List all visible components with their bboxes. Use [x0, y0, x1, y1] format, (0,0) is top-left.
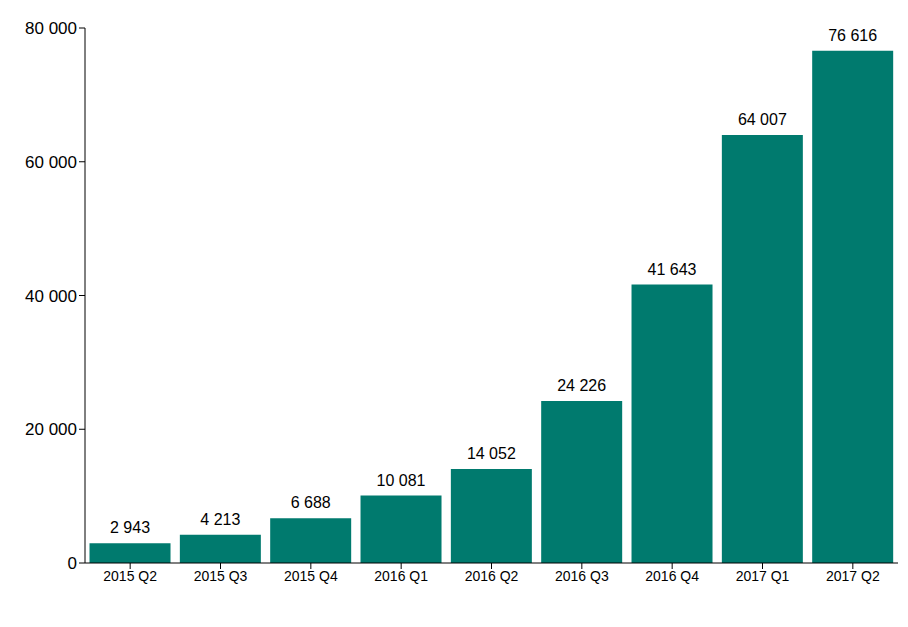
svg-text:2016 Q3: 2016 Q3	[555, 568, 609, 584]
svg-text:2016 Q1: 2016 Q1	[374, 568, 428, 584]
svg-text:40 000: 40 000	[25, 287, 77, 306]
svg-text:2016 Q4: 2016 Q4	[645, 568, 699, 584]
svg-text:2 943: 2 943	[110, 519, 150, 536]
svg-text:2015 Q3: 2015 Q3	[194, 568, 248, 584]
svg-text:0: 0	[68, 554, 77, 573]
svg-text:14 052: 14 052	[467, 445, 516, 462]
svg-text:20 000: 20 000	[25, 420, 77, 439]
svg-text:6 688: 6 688	[291, 494, 331, 511]
svg-text:80 000: 80 000	[25, 19, 77, 38]
svg-text:4 213: 4 213	[200, 511, 240, 528]
svg-text:2017 Q1: 2017 Q1	[736, 568, 790, 584]
svg-text:2016 Q2: 2016 Q2	[465, 568, 519, 584]
svg-text:2015 Q4: 2015 Q4	[284, 568, 338, 584]
svg-text:64 007: 64 007	[738, 111, 787, 128]
svg-text:10 081: 10 081	[377, 472, 426, 489]
svg-text:60 000: 60 000	[25, 153, 77, 172]
svg-text:2017 Q2: 2017 Q2	[826, 568, 880, 584]
svg-text:24 226: 24 226	[557, 377, 606, 394]
svg-text:2015 Q2: 2015 Q2	[103, 568, 157, 584]
svg-text:41 643: 41 643	[648, 261, 697, 278]
svg-text:76 616: 76 616	[828, 27, 877, 44]
